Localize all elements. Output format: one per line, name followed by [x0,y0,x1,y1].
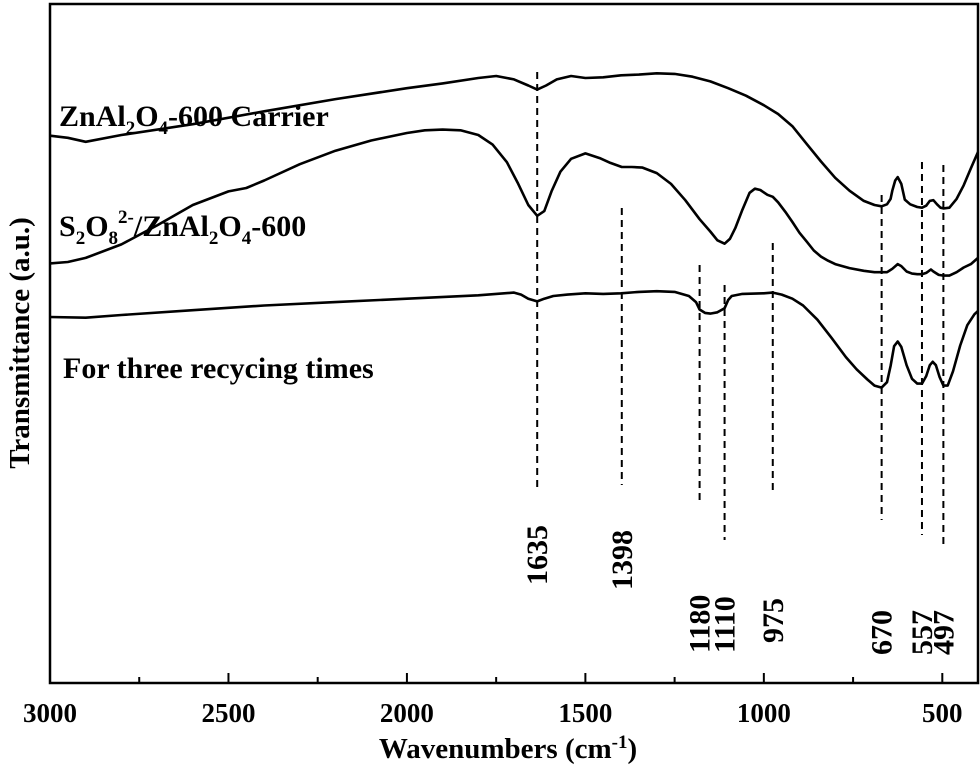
series-label-part: 4 [159,118,169,139]
peak-label-557: 557 [906,610,939,655]
series-label-part: O [135,100,158,133]
series-label-part: O [218,210,241,243]
series-label-part: ZnAl [59,100,126,133]
series-label-part: 8 [109,228,119,249]
spectrum-line-3 [49,289,979,389]
series-label-part: 2 [76,228,86,249]
series-label-part: /ZnAl [133,210,209,243]
series-label-1: ZnAl2O4-600 Carrier [59,100,329,139]
plot-frame [48,2,980,685]
x-axis-title: Wavenumbers (cm-1) [379,732,637,765]
x-axis: 3000 2500 2000 1500 1000 500 [23,673,963,728]
series-label-part: 2- [118,207,134,228]
peak-label-497: 497 [927,610,960,655]
series-label-part: 2 [126,118,136,139]
x-tick-label: 500 [922,698,963,728]
series-label-part: 2 [209,228,219,249]
peak-label-1110: 1110 [709,596,742,653]
series-label-3: For three recycing times [63,352,374,385]
spectra [49,72,980,389]
peak-label-1398: 1398 [606,530,639,590]
x-tick-label: 2000 [380,698,434,728]
series-label-part: O [85,210,108,243]
y-axis-title: Transmittance (a.u.) [4,217,36,469]
series-labels: ZnAl2O4-600 CarrierS2O82-/ZnAl2O4-600For… [59,100,374,385]
series-label-part: -600 Carrier [168,100,329,133]
series-label-part: -600 [251,210,306,243]
spectrum-line-1 [49,72,980,210]
series-label-part: 4 [242,228,252,249]
series-label-part: For three recycing times [63,352,374,385]
spectrum-line-2 [49,128,979,277]
series-label-part: S [59,210,76,243]
x-tick-label: 2500 [201,698,255,728]
peak-label-1180: 1180 [684,595,717,653]
series-label-2: S2O82-/ZnAl2O4-600 [59,207,306,249]
peak-label-1635: 1635 [521,525,554,585]
x-tick-label: 1500 [558,698,612,728]
peak-label-975: 975 [757,598,790,643]
x-tick-label: 1000 [737,698,791,728]
peak-label-670: 670 [866,610,899,655]
x-tick-label: 3000 [23,698,77,728]
